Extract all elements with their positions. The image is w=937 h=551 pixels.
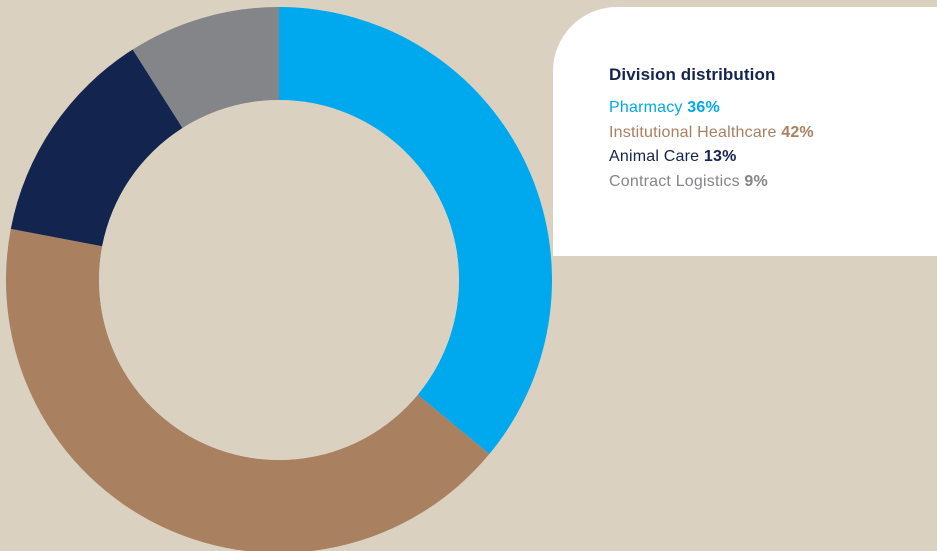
chart-title: Division distribution <box>609 65 776 84</box>
donut-chart <box>6 7 553 551</box>
legend-label: Pharmacy <box>609 99 683 116</box>
legend-value: 42% <box>781 123 814 141</box>
legend-card: Division distribution Pharmacy 36% Insti… <box>553 7 937 256</box>
legend-label: Contract Logistics <box>609 172 740 190</box>
legend-item-contract-logistics: Contract Logistics 9% <box>609 170 937 195</box>
legend-value: 13% <box>703 148 737 165</box>
legend-value: 9% <box>744 172 768 190</box>
donut-slice-animal-care <box>10 49 183 247</box>
legend-label: Animal Care <box>609 148 700 165</box>
legend-item-animal-care: Animal Care 13% <box>609 145 937 170</box>
legend-label: Institutional Healthcare <box>609 123 777 141</box>
donut-slice-institutional-healthcare <box>6 228 490 551</box>
legend-item-pharmacy: Pharmacy 36% <box>609 96 937 121</box>
donut-hole <box>99 100 459 460</box>
legend-list: Pharmacy 36% Institutional Healthcare 42… <box>609 96 937 194</box>
donut-slice-pharmacy <box>279 7 553 455</box>
legend-value: 36% <box>687 99 720 116</box>
donut-slice-contract-logistics <box>132 7 279 129</box>
legend-item-institutional-healthcare: Institutional Healthcare 42% <box>609 121 937 146</box>
